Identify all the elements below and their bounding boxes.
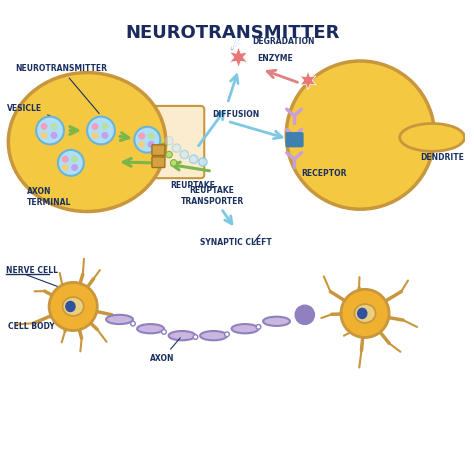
Ellipse shape: [286, 61, 435, 209]
Circle shape: [92, 124, 98, 129]
Ellipse shape: [9, 73, 166, 211]
Circle shape: [134, 127, 160, 153]
Circle shape: [165, 137, 173, 145]
Circle shape: [180, 150, 189, 159]
Circle shape: [102, 124, 108, 129]
Circle shape: [63, 156, 68, 162]
Text: CELL BODY: CELL BODY: [9, 307, 77, 331]
Circle shape: [256, 325, 261, 329]
Ellipse shape: [358, 309, 367, 319]
Circle shape: [72, 156, 77, 162]
Text: AXON: AXON: [150, 338, 180, 363]
Text: NERVE CELL: NERVE CELL: [6, 266, 58, 275]
Ellipse shape: [200, 331, 227, 340]
Circle shape: [58, 150, 84, 176]
Text: REUPTAKE: REUPTAKE: [170, 182, 215, 191]
Circle shape: [102, 133, 108, 138]
Circle shape: [193, 335, 198, 339]
Circle shape: [166, 151, 173, 158]
Text: SYNAPTIC CLEFT: SYNAPTIC CLEFT: [200, 238, 272, 247]
Circle shape: [139, 133, 145, 139]
Ellipse shape: [63, 297, 84, 316]
Text: ☄: ☄: [230, 40, 241, 53]
Ellipse shape: [232, 324, 258, 333]
Circle shape: [225, 332, 229, 337]
Ellipse shape: [355, 304, 375, 323]
Ellipse shape: [137, 324, 164, 333]
FancyBboxPatch shape: [148, 106, 204, 178]
FancyBboxPatch shape: [152, 157, 165, 167]
Text: VESICLE: VESICLE: [7, 104, 50, 116]
Ellipse shape: [263, 317, 290, 326]
Ellipse shape: [106, 315, 133, 324]
Text: REUPTAKE
TRANSPORTER: REUPTAKE TRANSPORTER: [181, 186, 244, 224]
Circle shape: [49, 283, 97, 330]
Circle shape: [199, 158, 207, 166]
Circle shape: [63, 165, 68, 170]
Text: NEUROTRANSMITTER: NEUROTRANSMITTER: [15, 64, 107, 113]
Circle shape: [41, 133, 47, 138]
Polygon shape: [300, 71, 316, 90]
Circle shape: [51, 133, 57, 138]
Circle shape: [92, 133, 98, 138]
Circle shape: [131, 321, 135, 326]
Circle shape: [341, 289, 389, 337]
Circle shape: [190, 155, 198, 164]
Circle shape: [41, 124, 47, 129]
Circle shape: [139, 142, 145, 147]
Circle shape: [295, 306, 314, 324]
Circle shape: [162, 329, 166, 334]
Circle shape: [148, 133, 154, 139]
Ellipse shape: [66, 301, 75, 311]
Circle shape: [51, 124, 57, 129]
Text: RECEPTOR: RECEPTOR: [301, 169, 347, 178]
Polygon shape: [230, 47, 247, 67]
Circle shape: [173, 144, 181, 152]
Ellipse shape: [400, 124, 465, 151]
Ellipse shape: [169, 331, 195, 340]
Circle shape: [72, 165, 77, 170]
Circle shape: [87, 117, 115, 145]
Circle shape: [36, 117, 64, 145]
Text: NEUROTRANSMITTER: NEUROTRANSMITTER: [126, 24, 340, 42]
FancyBboxPatch shape: [286, 133, 303, 146]
Text: DIFFUSION: DIFFUSION: [212, 110, 259, 119]
Text: AXON
TERMINAL: AXON TERMINAL: [27, 187, 71, 207]
Text: DENDRITE: DENDRITE: [420, 153, 465, 162]
Text: DEGRADATION: DEGRADATION: [253, 37, 315, 46]
FancyBboxPatch shape: [152, 145, 165, 155]
Circle shape: [148, 142, 154, 147]
Text: ENZYME: ENZYME: [257, 54, 293, 63]
Circle shape: [159, 144, 166, 150]
Circle shape: [171, 160, 177, 166]
